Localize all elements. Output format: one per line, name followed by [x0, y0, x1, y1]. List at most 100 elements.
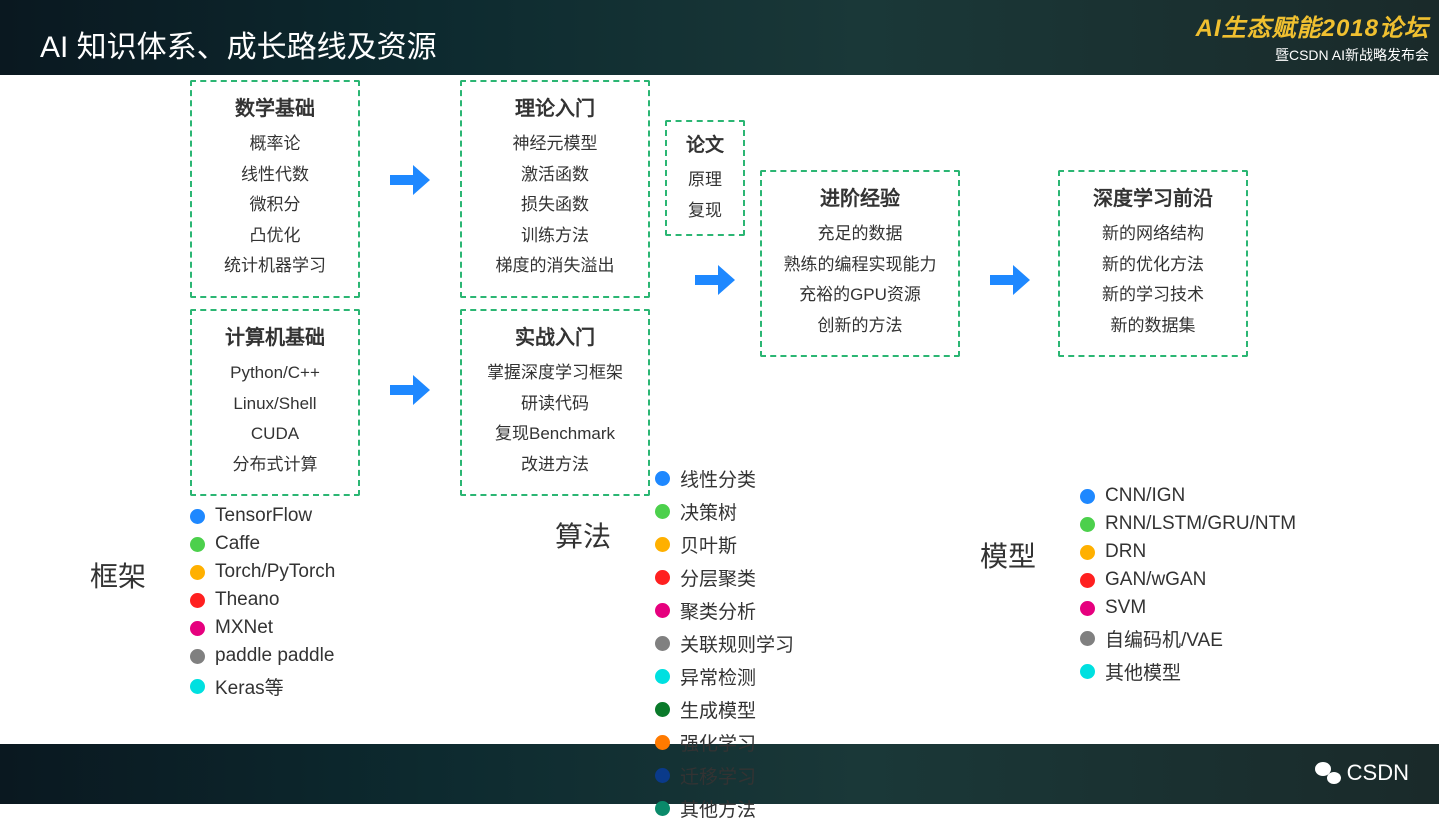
box-item: Python/C++ [210, 358, 340, 389]
color-dot [655, 471, 670, 486]
box-item: 梯度的消失溢出 [480, 251, 630, 282]
color-dot [655, 636, 670, 651]
legend-text: SVM [1105, 597, 1146, 619]
legend-text: RNN/LSTM/GRU/NTM [1105, 513, 1296, 535]
box-item: 新的学习技术 [1078, 280, 1228, 311]
color-dot [190, 621, 205, 636]
box-item: 复现 [673, 196, 737, 227]
legend-text: GAN/wGAN [1105, 569, 1206, 591]
legend-model: 模型 CNN/IGNRNN/LSTM/GRU/NTMDRNGAN/wGANSVM… [980, 485, 1296, 685]
legend-text: MXNet [215, 617, 273, 639]
color-dot [655, 735, 670, 750]
box-advanced: 进阶经验 充足的数据熟练的编程实现能力充裕的GPU资源创新的方法 [760, 170, 960, 357]
box-title: 计算机基础 [210, 321, 340, 350]
box-cs: 计算机基础 Python/C++Linux/ShellCUDA分布式计算 [190, 309, 360, 496]
color-dot [655, 768, 670, 783]
box-items: 充足的数据熟练的编程实现能力充裕的GPU资源创新的方法 [780, 219, 940, 341]
watermark-text: CSDN [1347, 760, 1409, 786]
color-dot [1080, 489, 1095, 504]
legend-items: CNN/IGN RNN/LSTM/GRU/NTM DRN GAN/wGAN SVM 自编码… [1080, 485, 1296, 685]
color-dot [1080, 664, 1095, 679]
legend-items: 线性分类决策树贝叶斯分层聚类聚类分析关联规则学习异常检测生成模型强化学习迁移学习… [655, 465, 794, 822]
arrow-icon [985, 255, 1035, 315]
legend-item: 线性分类 [655, 465, 794, 492]
box-item: 凸优化 [210, 221, 340, 252]
color-dot [190, 537, 205, 552]
legend-text: CNN/IGN [1105, 485, 1185, 507]
color-dot [190, 649, 205, 664]
legend-text: 线性分类 [680, 465, 756, 492]
color-dot [1080, 573, 1095, 588]
legend-item: Torch/PyTorch [190, 561, 335, 583]
box-paper: 论文 原理复现 [665, 120, 745, 236]
legend-text: 生成模型 [680, 696, 756, 723]
box-items: 原理复现 [673, 165, 737, 226]
box-item: 新的优化方法 [1078, 250, 1228, 281]
legend-text: Torch/PyTorch [215, 561, 335, 583]
legend-item: paddle paddle [190, 645, 335, 667]
legend-text: Keras等 [215, 673, 284, 700]
legend-text: 关联规则学习 [680, 630, 794, 657]
box-items: 神经元模型激活函数损失函数训练方法梯度的消失溢出 [480, 129, 630, 282]
box-title: 进阶经验 [780, 182, 940, 211]
legend-text: TensorFlow [215, 505, 312, 527]
legend-text: 异常检测 [680, 663, 756, 690]
color-dot [655, 537, 670, 552]
page-title: AI 知识体系、成长路线及资源 [40, 22, 437, 66]
box-title: 理论入门 [480, 92, 630, 121]
legend-item: 聚类分析 [655, 597, 794, 624]
box-item: 研读代码 [480, 389, 630, 420]
legend-item: 贝叶斯 [655, 531, 794, 558]
legend-label: 算法 [555, 465, 625, 555]
arrow-icon [690, 255, 740, 315]
box-item: 创新的方法 [780, 311, 940, 342]
box-item: 微积分 [210, 190, 340, 221]
diagram-content: 数学基础 概率论线性代数微积分凸优化统计机器学习 计算机基础 Python/C+… [0, 75, 1439, 744]
legend-item: 分层聚类 [655, 564, 794, 591]
box-item: 训练方法 [480, 221, 630, 252]
legend-item: GAN/wGAN [1080, 569, 1296, 591]
legend-item: 生成模型 [655, 696, 794, 723]
legend-items: TensorFlowCaffeTorch/PyTorchTheanoMXNetp… [190, 505, 335, 700]
legend-text: Caffe [215, 533, 260, 555]
arrow-icon [385, 155, 435, 215]
box-item: Linux/Shell [210, 389, 340, 420]
legend-item: DRN [1080, 541, 1296, 563]
csdn-watermark: CSDN [1315, 760, 1409, 786]
color-dot [655, 570, 670, 585]
box-title: 深度学习前沿 [1078, 182, 1228, 211]
color-dot [1080, 601, 1095, 616]
box-item: 损失函数 [480, 190, 630, 221]
box-item: 新的网络结构 [1078, 219, 1228, 250]
box-item: 概率论 [210, 129, 340, 160]
legend-item: 迁移学习 [655, 762, 794, 789]
legend-item: CNN/IGN [1080, 485, 1296, 507]
logo-sub: 暨CSDN AI新战略发布会 [1196, 45, 1429, 65]
color-dot [655, 702, 670, 717]
box-items: 新的网络结构新的优化方法新的学习技术新的数据集 [1078, 219, 1228, 341]
legend-item: 强化学习 [655, 729, 794, 756]
box-item: 线性代数 [210, 160, 340, 191]
box-math: 数学基础 概率论线性代数微积分凸优化统计机器学习 [190, 80, 360, 298]
legend-text: paddle paddle [215, 645, 334, 667]
legend-text: 决策树 [680, 498, 737, 525]
legend-item: 其他方法 [655, 795, 794, 822]
legend-text: 自编码机/VAE [1105, 625, 1223, 652]
legend-item: SVM [1080, 597, 1296, 619]
legend-text: 聚类分析 [680, 597, 756, 624]
box-item: 熟练的编程实现能力 [780, 250, 940, 281]
box-item: 神经元模型 [480, 129, 630, 160]
legend-item: 其他模型 [1080, 658, 1296, 685]
event-logo: AI生态赋能2018论坛 暨CSDN AI新战略发布会 [1196, 8, 1429, 65]
color-dot [1080, 631, 1095, 646]
legend-text: 其他模型 [1105, 658, 1181, 685]
color-dot [190, 593, 205, 608]
box-item: CUDA [210, 419, 340, 450]
legend-text: 其他方法 [680, 795, 756, 822]
legend-item: 自编码机/VAE [1080, 625, 1296, 652]
legend-item: 异常检测 [655, 663, 794, 690]
color-dot [190, 509, 205, 524]
color-dot [655, 603, 670, 618]
legend-text: 分层聚类 [680, 564, 756, 591]
box-item: 充足的数据 [780, 219, 940, 250]
